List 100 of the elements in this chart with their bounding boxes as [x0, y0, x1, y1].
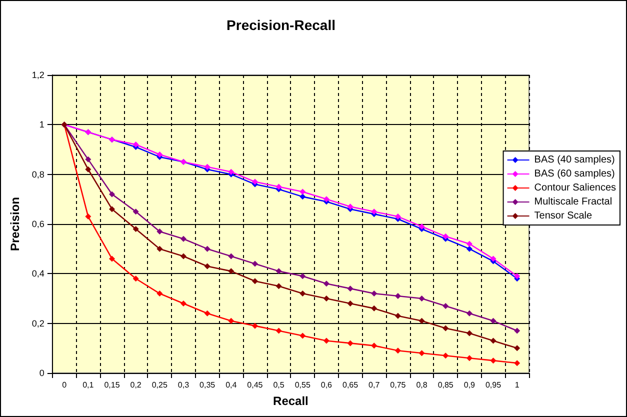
y-tick-label: 0,6: [32, 219, 44, 229]
legend-label: Contour Saliences: [534, 182, 616, 194]
point: [323, 196, 330, 202]
x-tick-label: 1: [514, 380, 520, 390]
y-tick-label: 0: [39, 368, 44, 378]
point: [394, 348, 401, 354]
point: [156, 290, 163, 297]
x-tick-label: 0,75: [390, 380, 406, 390]
point: [323, 280, 330, 287]
point: [418, 296, 425, 302]
point: [442, 325, 449, 332]
point: [300, 188, 306, 195]
x-tick-label: 0,8: [416, 380, 428, 390]
point: [132, 142, 139, 148]
point: [323, 338, 330, 344]
x-axis-title: Recall: [273, 394, 308, 408]
x-tick-label: 0,35: [200, 380, 216, 390]
point: [156, 246, 163, 252]
point: [466, 240, 472, 247]
point: [490, 256, 496, 262]
point: [204, 164, 210, 170]
point: [252, 260, 258, 267]
point: [514, 345, 520, 352]
point: [228, 318, 234, 324]
point: [418, 223, 425, 230]
point: [442, 233, 449, 240]
point: [442, 352, 449, 359]
x-tick-label: 0,3: [178, 380, 190, 390]
legend-label: Tensor Scale: [534, 210, 593, 222]
point: [108, 191, 115, 198]
point: [252, 322, 258, 329]
legend-label: Multiscale Fractal: [534, 196, 612, 208]
point: [514, 273, 520, 280]
point: [276, 184, 282, 190]
x-tick-label: 0,4: [226, 380, 238, 390]
x-tick-label: 0,9: [464, 380, 476, 390]
y-tick-label: 0,4: [32, 268, 44, 279]
x-tick-label: 0,45: [247, 380, 264, 390]
point: [276, 283, 282, 290]
point: [300, 332, 306, 339]
x-tick-label: 0,1: [82, 380, 94, 390]
point: [300, 290, 306, 297]
point: [371, 290, 378, 297]
point: [347, 340, 354, 346]
point: [204, 310, 210, 316]
x-tick-label: 0,7: [368, 380, 380, 390]
y-tick-label: 0,2: [32, 318, 44, 328]
point: [323, 296, 330, 302]
x-tick-label: 0,95: [485, 380, 502, 390]
point: [204, 246, 210, 252]
point: [204, 263, 210, 270]
point: [132, 276, 139, 282]
point: [156, 151, 163, 158]
point: [490, 318, 496, 324]
point: [371, 208, 378, 215]
x-tick-label: 0,6: [320, 380, 333, 390]
point: [276, 268, 282, 274]
y-tick-label: 0,8: [32, 169, 44, 180]
point: [156, 228, 163, 234]
x-tick-label: 0,15: [104, 380, 120, 390]
point: [371, 342, 378, 349]
legend-label: BAS (60 samples): [534, 168, 615, 180]
y-tick-label: 1,2: [32, 70, 44, 80]
point: [108, 206, 115, 212]
point: [228, 168, 234, 175]
x-tick-label: 0,2: [130, 380, 142, 390]
point: [394, 214, 401, 220]
point: [466, 246, 472, 252]
point: [85, 156, 92, 162]
chart-title: Precision-Recall: [226, 17, 336, 33]
point: [276, 328, 282, 334]
point: [252, 178, 258, 185]
point: [442, 302, 449, 309]
point: [347, 286, 354, 292]
point: [85, 214, 92, 220]
point: [300, 273, 306, 280]
point: [180, 236, 186, 242]
point: [228, 253, 234, 260]
point: [466, 330, 472, 336]
point: [347, 300, 354, 306]
point: [418, 350, 425, 356]
point: [394, 293, 401, 300]
point: [132, 226, 139, 232]
point: [132, 208, 139, 215]
point: [300, 194, 306, 200]
x-tick-label: 0,85: [438, 380, 454, 390]
point: [466, 355, 472, 362]
point: [180, 253, 186, 260]
x-tick-label: 0,65: [342, 380, 359, 390]
x-tick-label: 0,25: [152, 380, 168, 390]
point: [418, 318, 425, 324]
point: [514, 360, 520, 366]
point: [490, 358, 496, 364]
point: [466, 310, 472, 316]
x-tick-label: 0,55: [294, 380, 311, 390]
point: [347, 204, 354, 210]
y-tick-label: 1: [39, 120, 44, 130]
y-axis-title: Precision: [8, 196, 22, 252]
point: [228, 268, 234, 274]
point: [394, 312, 401, 319]
